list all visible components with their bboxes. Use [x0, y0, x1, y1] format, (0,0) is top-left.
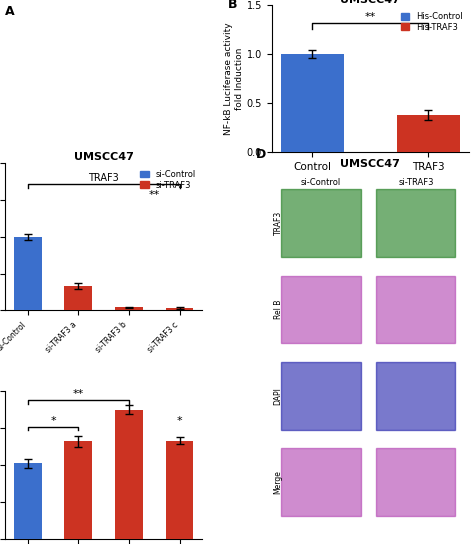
Text: TRAF3: TRAF3	[88, 173, 119, 183]
Text: Merge: Merge	[273, 471, 283, 494]
Title: UMSCC47: UMSCC47	[73, 152, 134, 163]
Bar	[281, 54, 344, 152]
Text: A: A	[5, 5, 14, 18]
Legend: si-Control, si-TRAF3: si-Control, si-TRAF3	[138, 168, 198, 192]
Bar	[14, 463, 42, 539]
Text: D: D	[256, 148, 266, 161]
Text: Rel B: Rel B	[273, 300, 283, 319]
Legend: His-Control, His-TRAF3: His-Control, His-TRAF3	[399, 10, 465, 34]
Bar	[376, 276, 456, 343]
Text: si-Control: si-Control	[301, 178, 341, 187]
Text: **: **	[73, 390, 84, 399]
Bar	[397, 115, 460, 152]
Text: UMSCC47: UMSCC47	[340, 159, 401, 169]
Text: si-TRAF3: si-TRAF3	[398, 178, 434, 187]
Bar	[165, 441, 193, 539]
Bar	[64, 441, 92, 539]
Bar	[14, 237, 42, 311]
Y-axis label: NF-kB Luciferase activity
fold Induction: NF-kB Luciferase activity fold Induction	[224, 22, 244, 135]
Bar	[115, 410, 143, 539]
Bar	[376, 448, 456, 516]
Bar	[376, 362, 456, 430]
Text: **: **	[365, 12, 376, 22]
Text: DAPI: DAPI	[273, 387, 283, 405]
Text: *: *	[177, 416, 182, 426]
Bar	[376, 189, 456, 257]
Text: *: *	[50, 416, 56, 426]
Bar	[115, 307, 143, 311]
Bar	[282, 276, 361, 343]
Text: TRAF3: TRAF3	[273, 211, 283, 236]
Bar	[165, 308, 193, 311]
Bar	[282, 448, 361, 516]
Bar	[64, 286, 92, 311]
Text: B: B	[228, 0, 237, 11]
Bar	[282, 362, 361, 430]
Title: UMSCC47: UMSCC47	[340, 0, 401, 5]
Bar	[282, 189, 361, 257]
Text: **: **	[148, 190, 160, 200]
